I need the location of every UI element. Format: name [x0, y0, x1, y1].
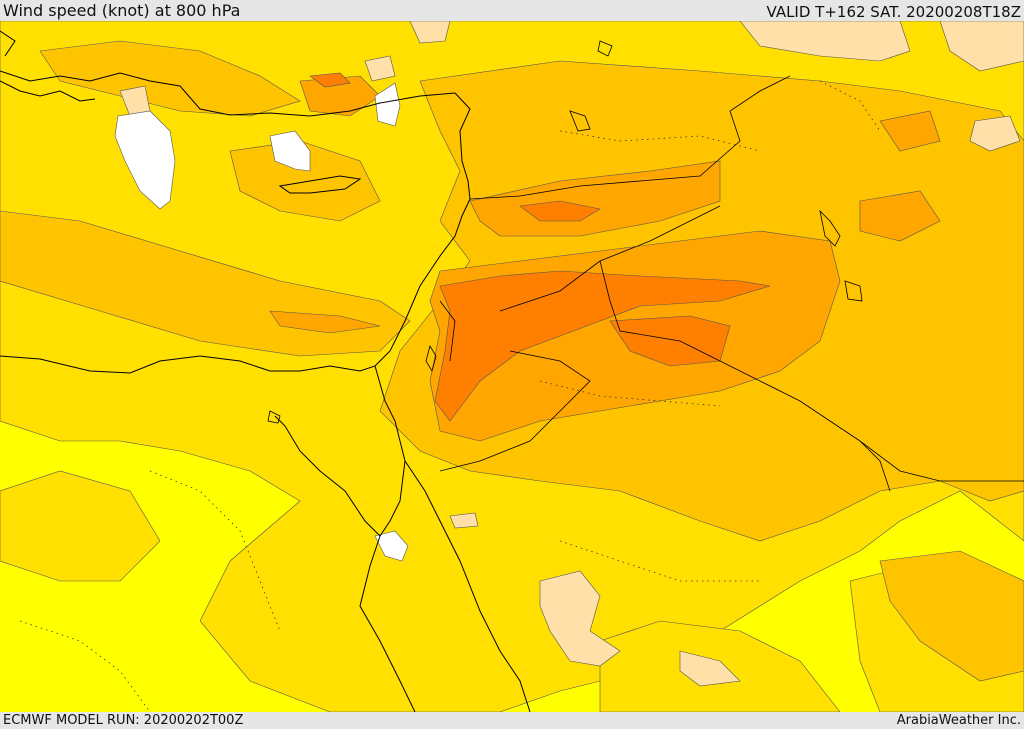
footer-bar: ECMWF MODEL RUN: 20200202T00Z ArabiaWeat… [0, 712, 1024, 729]
islands-lakes [267, 40, 863, 424]
wind-level-5-areas [309, 72, 771, 422]
credit-label: ArabiaWeather Inc. [896, 713, 1021, 728]
low-speed-areas [119, 21, 1024, 687]
wind-speed-map [0, 21, 1024, 712]
calm-areas [114, 82, 409, 562]
model-run-label: ECMWF MODEL RUN: 20200202T00Z [3, 713, 244, 728]
valid-time-label: VALID T+162 SAT. 20200208T18Z [766, 3, 1021, 21]
coastlines [0, 30, 531, 712]
national-borders [439, 75, 1024, 492]
map-title: Wind speed (knot) at 800 hPa [3, 1, 241, 20]
header-bar: Wind speed (knot) at 800 hPa VALID T+162… [0, 0, 1024, 22]
dotted-guide-lines [19, 80, 881, 712]
